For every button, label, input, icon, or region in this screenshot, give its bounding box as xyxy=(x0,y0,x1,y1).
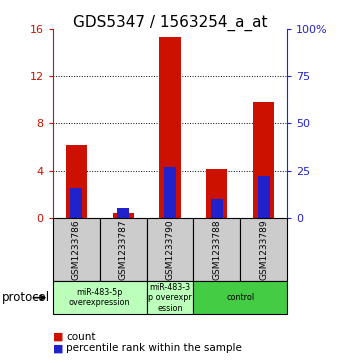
Bar xyxy=(258,176,270,218)
Text: protocol: protocol xyxy=(2,291,50,304)
Bar xyxy=(113,213,134,218)
Text: percentile rank within the sample: percentile rank within the sample xyxy=(66,343,242,354)
Bar xyxy=(193,218,240,281)
Bar xyxy=(206,170,227,218)
Bar xyxy=(240,218,287,281)
Text: GSM1233788: GSM1233788 xyxy=(212,219,221,280)
Text: control: control xyxy=(226,293,254,302)
Bar xyxy=(70,188,82,218)
Bar xyxy=(66,144,87,218)
Bar xyxy=(147,218,193,281)
Text: ■: ■ xyxy=(53,343,63,354)
Text: ■: ■ xyxy=(53,331,63,342)
Bar xyxy=(100,218,147,281)
Bar xyxy=(147,281,193,314)
Text: GSM1233790: GSM1233790 xyxy=(166,219,174,280)
Bar xyxy=(53,218,100,281)
Text: GSM1233787: GSM1233787 xyxy=(119,219,128,280)
Text: GDS5347 / 1563254_a_at: GDS5347 / 1563254_a_at xyxy=(73,15,267,31)
Bar xyxy=(211,199,223,218)
Bar xyxy=(193,281,287,314)
Text: miR-483-3
p overexpr
ession: miR-483-3 p overexpr ession xyxy=(148,283,192,313)
Text: GSM1233786: GSM1233786 xyxy=(72,219,81,280)
Text: GSM1233789: GSM1233789 xyxy=(259,219,268,280)
Bar xyxy=(53,281,147,314)
Bar xyxy=(253,102,274,218)
Text: count: count xyxy=(66,331,96,342)
Bar xyxy=(159,37,181,218)
Text: miR-483-5p
overexpression: miR-483-5p overexpression xyxy=(69,288,130,307)
Bar xyxy=(164,167,176,218)
Bar xyxy=(117,208,129,218)
